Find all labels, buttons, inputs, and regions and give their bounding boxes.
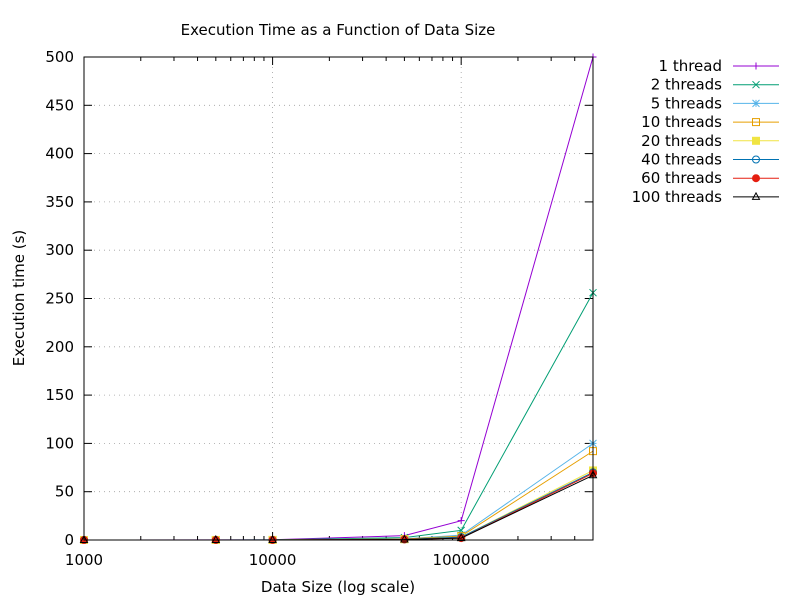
legend-label: 5 threads [651,94,722,112]
data-point [752,118,760,127]
y-tick-label: 250 [45,290,74,308]
y-tick-label: 350 [45,193,74,211]
data-point [752,99,760,108]
y-tick-label: 50 [55,483,74,501]
y-tick-label: 500 [45,48,74,66]
data-point [268,534,277,543]
plot-frame [83,56,594,541]
series-group [80,468,597,544]
data-point [751,191,761,200]
data-point [752,136,760,145]
y-tick-label: 0 [64,531,74,549]
series-group [80,466,597,544]
series-group [79,470,598,543]
y-axis-ticks: 0 50 100 150 200 250 300 350 400 450 500 [45,48,593,549]
data-point [79,534,89,543]
series-line [83,472,594,541]
x-tick-label: 100000 [433,551,490,569]
data-point [752,174,760,183]
data-point [400,534,409,543]
series-line [83,56,594,541]
y-axis-label: Execution time (s) [10,230,28,367]
y-tick-label: 450 [45,96,74,114]
legend-label: 10 threads [641,113,722,131]
series-line [83,474,594,541]
x-tick-label: 1000 [65,551,103,569]
legend-label: 1 thread [659,57,722,75]
legend-label: 2 threads [651,76,722,94]
data-point [752,62,760,70]
legend-label: 60 threads [641,169,722,187]
x-axis-ticks: 1000 10000 100000 [65,57,576,569]
y-tick-label: 300 [45,241,74,259]
legend-label: 20 threads [641,132,722,150]
series-line [83,442,594,541]
series-line [83,470,594,541]
grid-lines [84,57,593,540]
data-point [752,80,760,89]
chart-title: Execution Time as a Function of Data Siz… [181,21,496,39]
series-group [80,288,597,544]
series-group [80,447,597,544]
series-group [80,469,597,544]
legend-label: 100 threads [632,188,723,206]
data-point [752,155,760,164]
legend-label: 40 threads [641,151,722,169]
y-tick-label: 150 [45,386,74,404]
x-axis-label: Data Size (log scale) [261,578,415,596]
y-tick-label: 100 [45,434,74,452]
data-point [457,517,465,525]
series-line [83,292,594,541]
series-line [83,471,594,541]
data-point [211,534,221,543]
series-line [83,450,594,541]
y-tick-label: 400 [45,145,74,163]
x-tick-label: 10000 [249,551,297,569]
y-tick-label: 200 [45,338,74,356]
data-point [456,533,466,542]
